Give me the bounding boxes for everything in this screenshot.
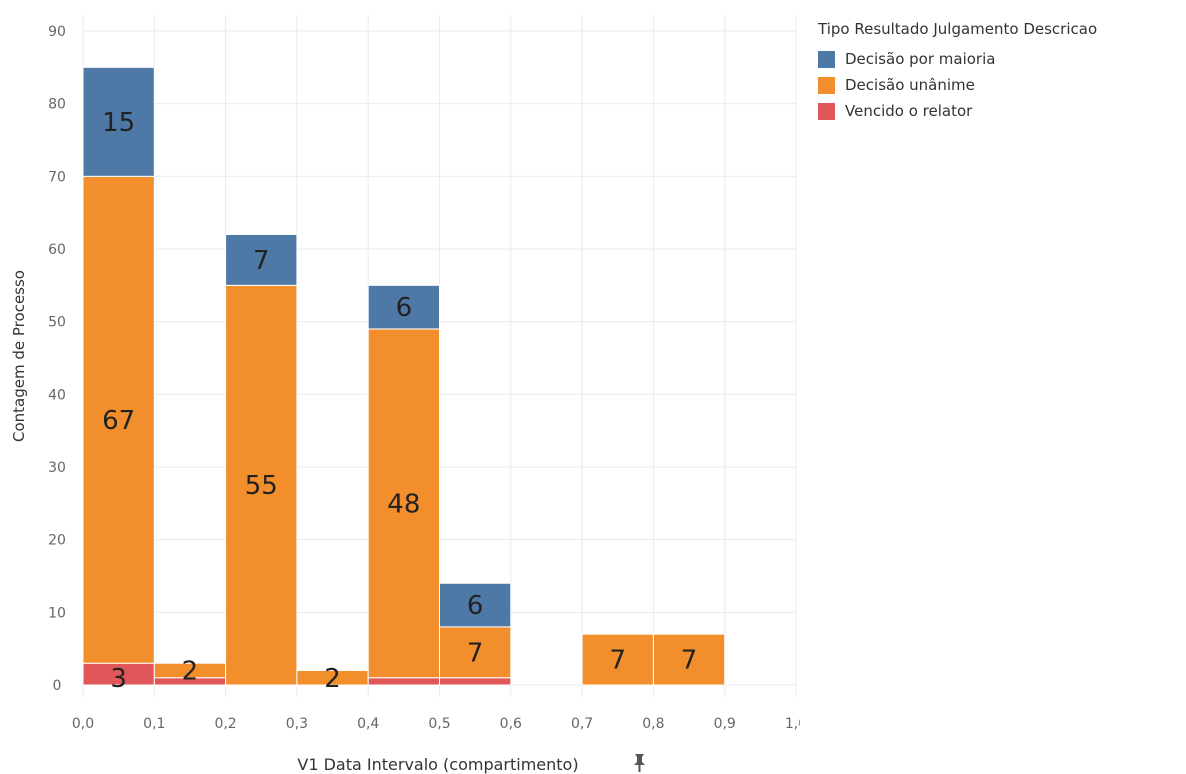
legend-label: Vencido o relator: [845, 102, 973, 120]
data-label: 2: [324, 664, 341, 694]
legend-item-decisao-unanime[interactable]: Decisão unânime: [818, 72, 1178, 98]
y-tick-label: 50: [48, 315, 66, 331]
pin-icon[interactable]: [634, 754, 645, 772]
data-label: 67: [102, 406, 135, 436]
bar-segment[interactable]: [581, 633, 654, 686]
data-label: 7: [681, 646, 698, 676]
legend-swatch: [818, 50, 835, 68]
y-tick-label: 20: [48, 533, 66, 549]
bar-segment[interactable]: [367, 284, 441, 330]
data-label: 6: [396, 293, 413, 323]
legend-swatch: [818, 76, 835, 94]
bar-segment[interactable]: [439, 677, 512, 686]
legend-label: Decisão por maioria: [845, 50, 996, 68]
data-label: 6: [467, 591, 484, 621]
y-tick-label: 70: [48, 169, 66, 185]
legend-item-vencido-o-relator[interactable]: Vencido o relator: [818, 98, 1178, 124]
bar-segment[interactable]: [439, 626, 512, 679]
legend-swatch: [818, 102, 835, 120]
x-tick-label: 0,9: [714, 716, 736, 732]
bar-segment[interactable]: [367, 328, 441, 679]
y-tick-label: 10: [48, 605, 66, 621]
x-tick-label: 1,0: [785, 716, 800, 732]
x-tick-label: 0,4: [357, 716, 379, 732]
x-tick-label: 0,6: [500, 716, 522, 732]
bar-segment[interactable]: [652, 633, 726, 686]
x-tick-label: 0,8: [642, 716, 664, 732]
data-label: 15: [102, 108, 135, 138]
x-tick-label: 0,7: [571, 716, 593, 732]
x-tick-label: 0,1: [143, 716, 165, 732]
data-label: 7: [253, 246, 270, 276]
x-tick-label: 0,0: [72, 716, 94, 732]
y-tick-label: 90: [48, 24, 66, 40]
bar-segment[interactable]: [367, 677, 441, 686]
data-label: 7: [609, 646, 626, 676]
bar-segment[interactable]: [225, 233, 298, 286]
x-axis-ticks: 0,0 0,1 0,2 0,3 0,4 0,5 0,6 0,7 0,8 0,9 1,0: [72, 716, 800, 732]
y-tick-label: 80: [48, 97, 66, 113]
x-tick-label: 0,3: [286, 716, 308, 732]
data-label: 3: [110, 664, 127, 694]
y-tick-label: 0: [53, 678, 62, 694]
bars: [82, 66, 726, 686]
y-tick-label: 60: [48, 242, 66, 258]
data-label: 7: [467, 638, 484, 668]
x-axis-title: V1 Data Intervalo (compartimento): [297, 755, 578, 774]
bar-segment[interactable]: [439, 582, 512, 628]
data-label: 2: [182, 657, 199, 687]
data-label: 48: [387, 489, 420, 519]
y-axis-title: Contagem de Processo: [10, 270, 28, 442]
y-tick-label: 40: [48, 387, 66, 403]
legend-title: Tipo Resultado Julgamento Descricao: [818, 20, 1098, 38]
data-label: 55: [245, 471, 278, 501]
legend: Tipo Resultado Julgamento Descricao Deci…: [818, 20, 1178, 124]
y-tick-label: 30: [48, 460, 66, 476]
y-axis-ticks: 0 10 20 30 40 50 60 70 80 90: [48, 24, 66, 694]
x-tick-label: 0,2: [214, 716, 236, 732]
bar-segment[interactable]: [82, 175, 155, 664]
legend-label: Decisão unânime: [845, 76, 975, 94]
legend-item-decisao-por-maioria[interactable]: Decisão por maioria: [818, 46, 1178, 72]
bar-segment[interactable]: [82, 66, 155, 177]
bar-segment[interactable]: [225, 284, 298, 686]
x-tick-label: 0,5: [428, 716, 450, 732]
